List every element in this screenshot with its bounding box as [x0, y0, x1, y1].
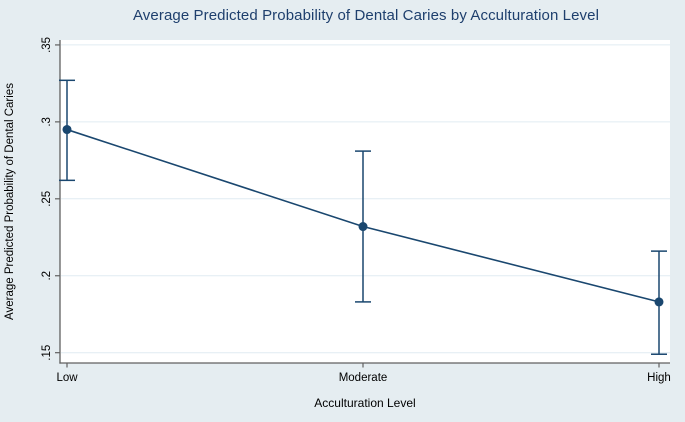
y-tick-label: .3: [41, 117, 53, 127]
x-tick-label: High: [647, 372, 671, 384]
x-axis-title: Acculturation Level: [314, 396, 416, 410]
data-point-marker: [654, 297, 664, 307]
data-point-marker: [62, 125, 72, 135]
y-tick-label: .2: [41, 271, 53, 281]
y-tick-label: .15: [41, 345, 53, 361]
y-tick-label: .25: [41, 191, 53, 207]
chart-title: Average Predicted Probability of Dental …: [132, 7, 600, 24]
y-tick-label: .35: [41, 37, 53, 53]
x-tick-label: Low: [56, 372, 78, 384]
data-point-marker: [358, 222, 368, 232]
plot-region: [60, 40, 670, 363]
x-tick-label: Moderate: [339, 372, 388, 384]
